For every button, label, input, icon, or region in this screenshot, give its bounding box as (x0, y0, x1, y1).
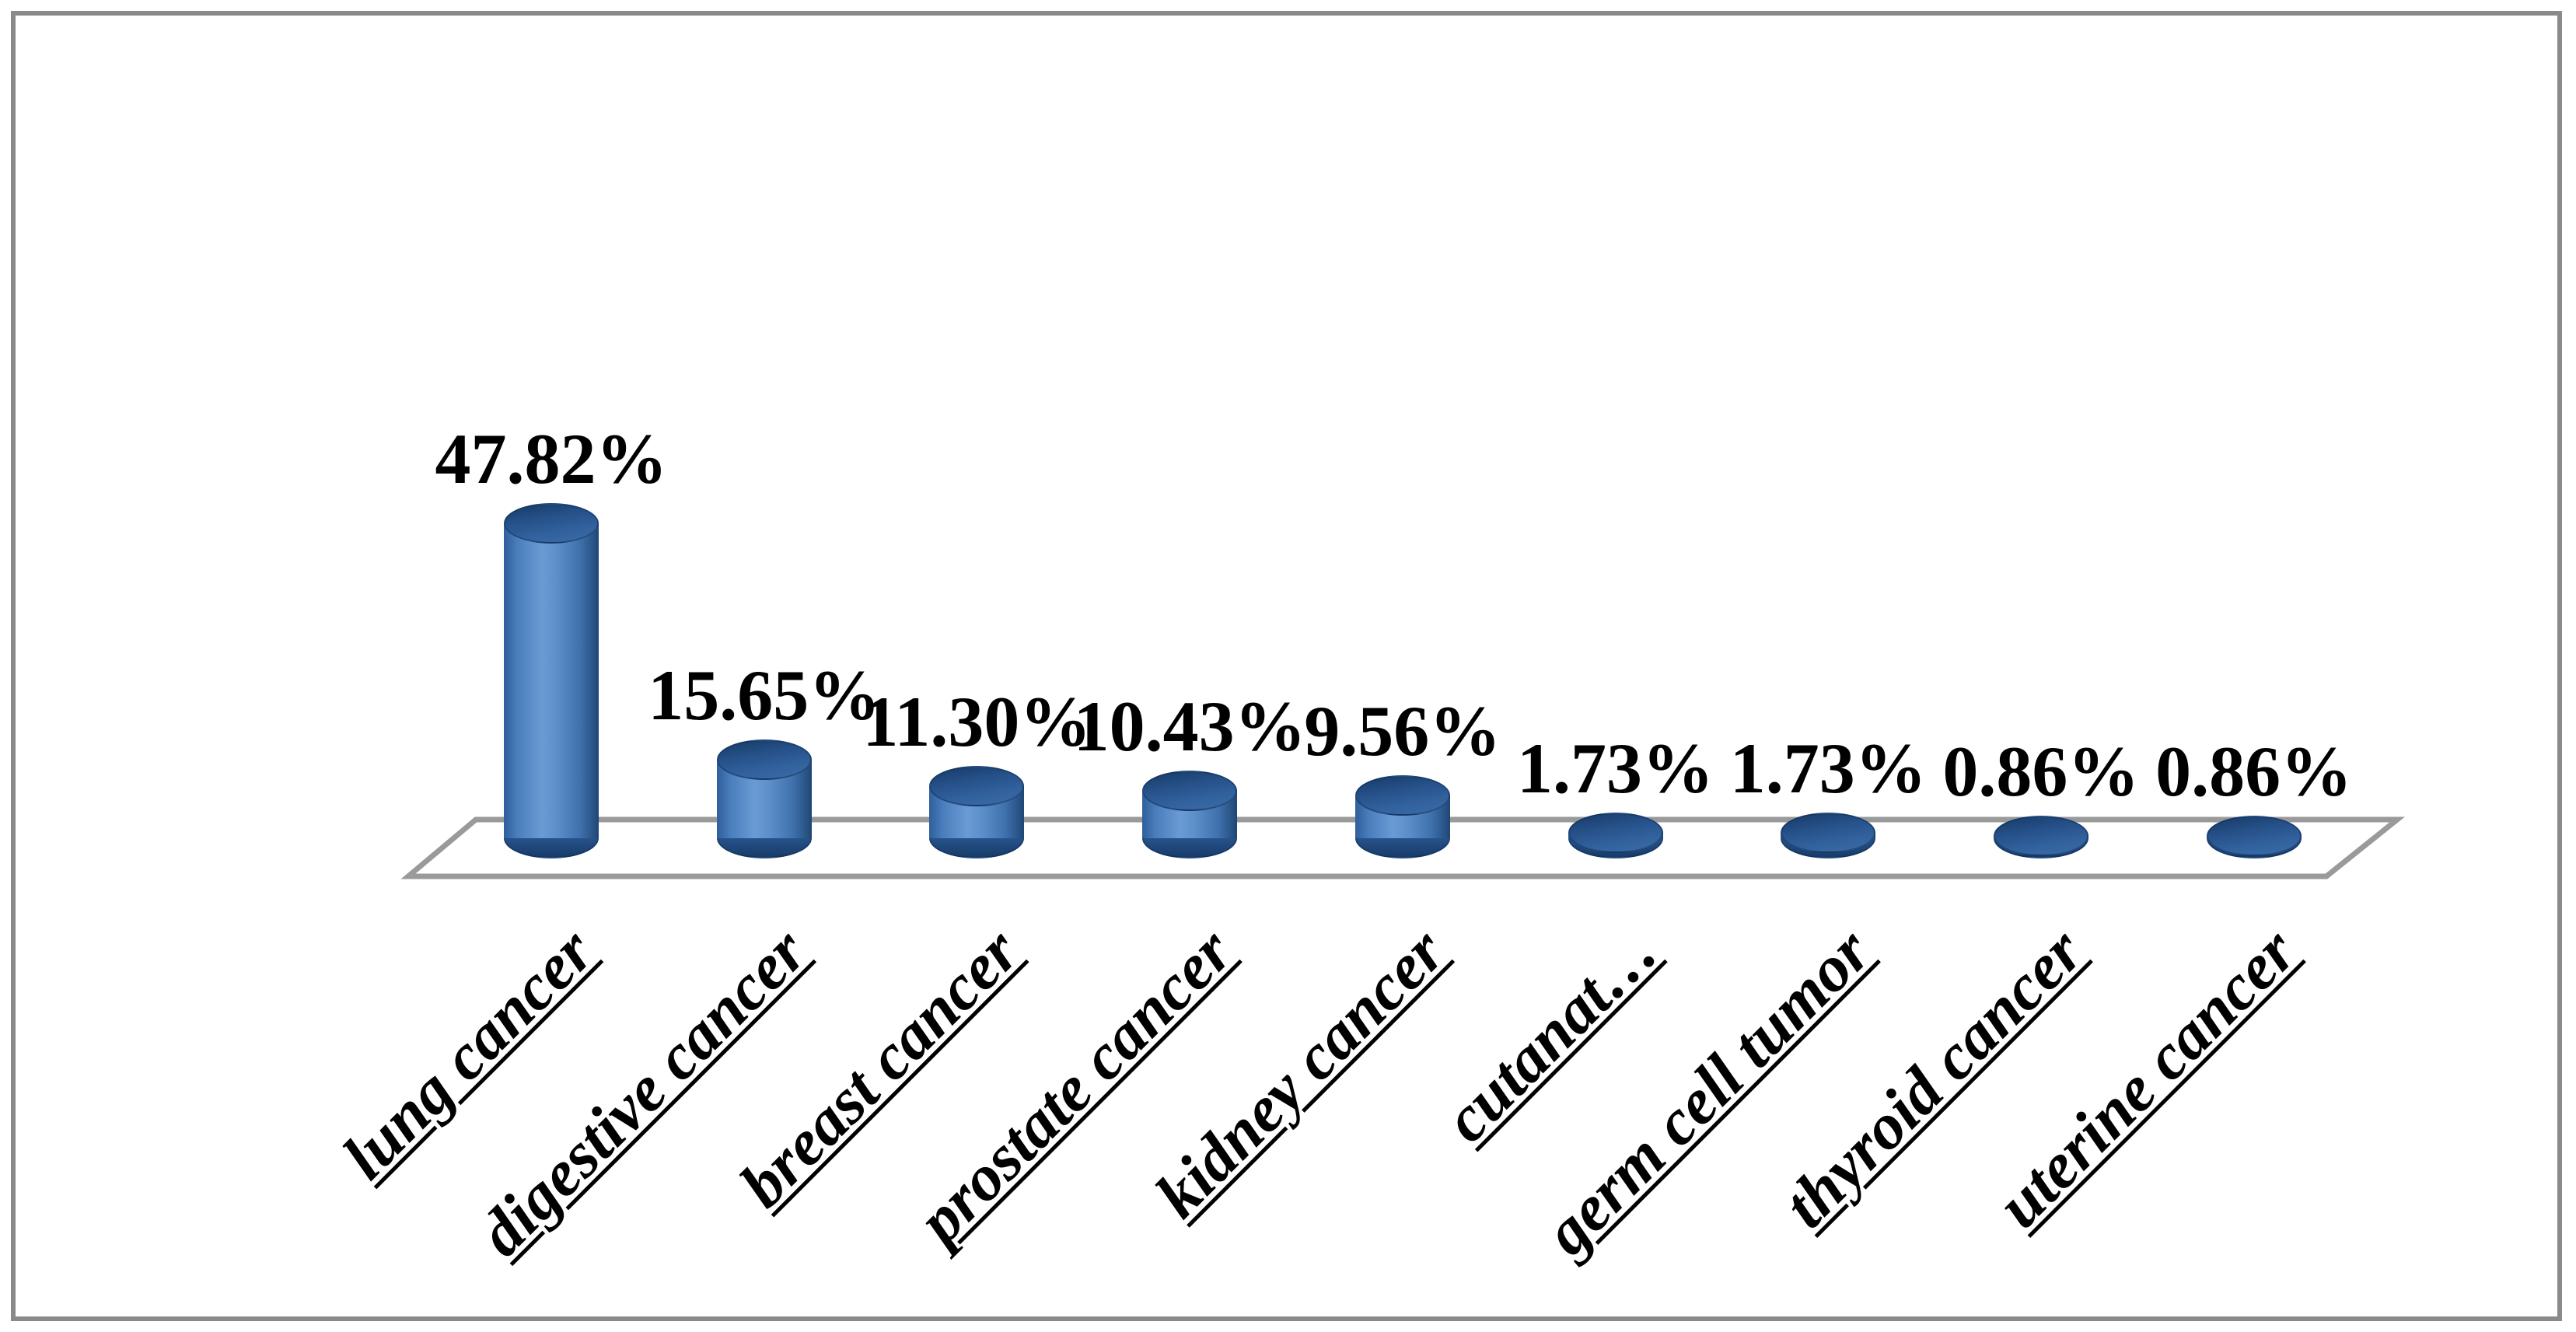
value-label: 47.82% (435, 418, 668, 498)
bar-top-cap (1142, 771, 1238, 811)
value-label: 1.73% (1517, 729, 1714, 809)
bar-top-cap (1781, 813, 1876, 854)
bar-top-cap (504, 502, 599, 544)
value-label: 1.73% (1729, 729, 1927, 809)
bar-top-cap (929, 765, 1025, 806)
value-label: 10.43% (1073, 687, 1306, 766)
value-label: 0.86% (1942, 732, 2140, 811)
bar-top-cap (716, 739, 812, 780)
bar-top-cap (1568, 813, 1663, 854)
bar-body (504, 523, 599, 838)
value-label: 11.30% (862, 681, 1092, 761)
bar-top-cap (2206, 816, 2302, 856)
value-label: 0.86% (2155, 732, 2353, 811)
bar-top-cap (1993, 816, 2088, 856)
bar-top-cap (1354, 775, 1450, 816)
value-label: 15.65% (648, 655, 881, 735)
value-label: 9.56% (1304, 691, 1501, 771)
